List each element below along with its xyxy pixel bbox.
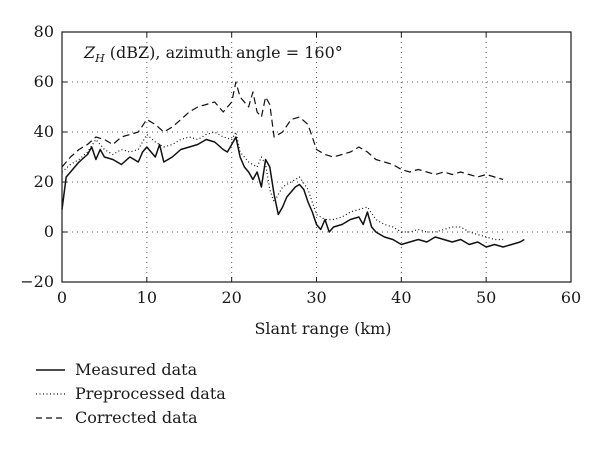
legend-label: Corrected data <box>75 408 198 427</box>
legend-label: Preprocessed data <box>75 384 226 403</box>
series-line-dashed <box>61 81 504 181</box>
y-tick-label: −20 <box>20 272 54 291</box>
y-tick-label: 60 <box>34 72 54 91</box>
series-layer <box>61 81 525 248</box>
title-subscript: H <box>94 52 105 65</box>
x-tick-label: 20 <box>221 288 241 307</box>
x-tick-label: 60 <box>561 288 581 307</box>
x-tick-label: 40 <box>391 288 411 307</box>
series-line-solid <box>61 136 525 248</box>
y-tick-label: 20 <box>34 172 54 191</box>
series-line-dotted <box>61 131 504 241</box>
x-tick-label: 50 <box>476 288 496 307</box>
y-tick-label: 0 <box>44 222 54 241</box>
legend: Measured data Preprocessed data Corrected … <box>36 360 226 427</box>
grid-lines <box>62 32 571 282</box>
x-axis-label: Slant range (km) <box>254 319 391 338</box>
x-tick-label: 30 <box>306 288 326 307</box>
axis-ticks <box>61 31 572 283</box>
x-tick-label: 0 <box>57 288 67 307</box>
x-tick-label: 10 <box>137 288 157 307</box>
legend-label: Measured data <box>75 360 198 379</box>
y-tick-label: 80 <box>34 22 54 41</box>
title-symbol: Z <box>83 43 96 62</box>
y-tick-label: 40 <box>34 122 54 141</box>
title-rest: (dBZ), azimuth angle = 160° <box>105 43 343 62</box>
chart-title: ZH (dBZ), azimuth angle = 160° <box>83 43 343 65</box>
